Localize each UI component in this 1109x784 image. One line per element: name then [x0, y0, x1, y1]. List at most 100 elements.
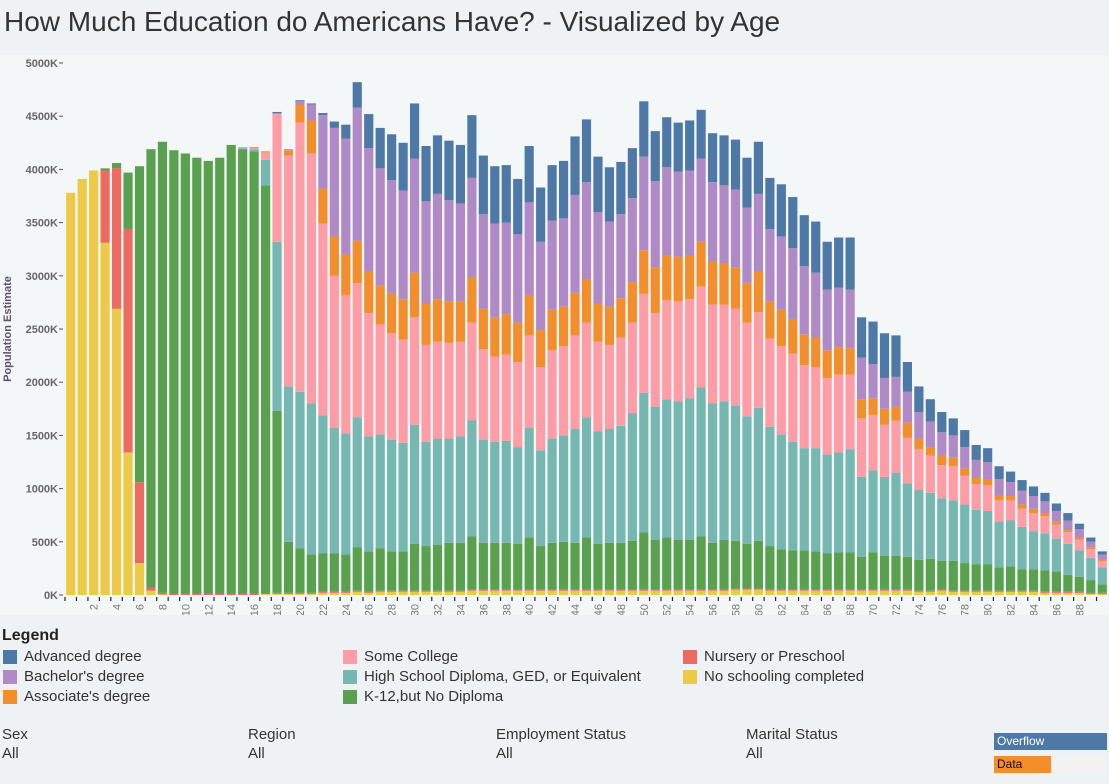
bar-segment	[662, 117, 672, 168]
bar-segment	[123, 452, 133, 595]
bar-segment	[547, 309, 557, 351]
filter-value[interactable]: All	[248, 745, 265, 762]
bar-segment	[192, 593, 202, 595]
legend-label: Some College	[364, 648, 459, 665]
bar-segment	[398, 442, 408, 552]
x-tick-label: 8	[157, 604, 169, 610]
bar-segment	[753, 193, 764, 272]
bar-segment	[650, 539, 660, 590]
bar-segment	[157, 592, 168, 595]
filter-value[interactable]: All	[746, 745, 763, 762]
bar-segment	[478, 308, 488, 350]
legend-item[interactable]: High School Diploma, GED, or Equivalent	[343, 668, 641, 685]
filter-region[interactable]: Region All	[248, 726, 296, 762]
bar-segment	[983, 564, 993, 591]
bar-segment	[914, 386, 924, 412]
bar-segment	[318, 591, 328, 593]
bar-segment	[742, 416, 752, 544]
filter-marital-status[interactable]: Marital Status All	[746, 726, 838, 762]
bar-segment	[341, 591, 351, 593]
bar-segment	[799, 215, 809, 267]
legend-item[interactable]: Associate's degree	[3, 688, 150, 705]
data-button[interactable]: Data	[994, 756, 1051, 773]
bar-segment	[604, 306, 615, 345]
legend-item[interactable]: No schooling completed	[683, 668, 864, 685]
bar-segment	[994, 567, 1004, 591]
bar-segment	[616, 589, 626, 591]
bar-segment	[742, 283, 752, 323]
bar-segment	[272, 111, 282, 113]
x-tick-label: 88	[1074, 604, 1086, 615]
filter-employment-status[interactable]: Employment Status All	[496, 726, 626, 762]
bar-segment	[524, 202, 534, 295]
bar-segment	[1063, 574, 1073, 592]
bar-segment	[639, 293, 649, 393]
bar-segment	[685, 398, 695, 540]
x-tick-label: 52	[662, 604, 674, 615]
filter-value[interactable]: All	[2, 745, 19, 762]
bar-segment	[341, 254, 351, 295]
legend-swatch	[3, 669, 17, 684]
bar-segment	[558, 306, 569, 347]
bar-segment	[1074, 529, 1084, 538]
bar-segment	[925, 455, 935, 493]
bar-segment	[444, 590, 454, 592]
bar-segment	[971, 590, 981, 592]
bar-segment	[937, 432, 947, 456]
bar-segment	[1051, 571, 1062, 592]
y-tick-label: 4000K	[26, 164, 58, 176]
bar-segment	[707, 304, 718, 404]
filter-sex[interactable]: Sex All	[2, 726, 28, 762]
bar-segment	[914, 591, 924, 595]
bar-segment	[375, 285, 385, 325]
legend-item[interactable]: Nursery or Preschool	[683, 648, 845, 665]
bar-segment	[444, 542, 454, 591]
filter-value[interactable]: All	[496, 745, 513, 762]
bar-segment	[421, 344, 431, 442]
bar-segment	[581, 278, 592, 323]
legend-item[interactable]: K-12,but No Diploma	[343, 688, 503, 705]
bar-segment	[1005, 590, 1016, 592]
bar-segment	[822, 289, 832, 351]
bar-segment	[272, 593, 282, 595]
bar-segment	[1063, 532, 1073, 544]
bar-segment	[478, 590, 488, 595]
bar-segment	[352, 591, 362, 595]
bar-segment	[1028, 590, 1039, 592]
bar-segment	[604, 167, 615, 222]
bar-segment	[1097, 560, 1107, 568]
legend-item[interactable]: Bachelor's degree	[3, 668, 144, 685]
legend-item[interactable]: Advanced degree	[3, 648, 142, 665]
bar-segment	[364, 114, 374, 149]
bar-segment	[295, 100, 305, 102]
bar-segment	[822, 377, 832, 455]
bar-segment	[100, 170, 110, 243]
bar-segment	[478, 439, 488, 543]
bar-segment	[937, 589, 947, 591]
bar-segment	[421, 591, 431, 595]
x-tick-label: 44	[570, 604, 582, 615]
bar-segment	[352, 240, 362, 284]
x-tick-label: 76	[937, 604, 949, 615]
bar-segment	[994, 590, 1004, 592]
bar-segment	[478, 589, 488, 591]
bar-segment	[1028, 486, 1039, 497]
x-tick-label: 74	[914, 604, 926, 615]
legend-item[interactable]: Some College	[343, 648, 458, 665]
bar-segment	[146, 587, 156, 591]
bar-segment	[547, 589, 557, 591]
bar-segment	[1086, 580, 1096, 593]
bar-segment	[547, 165, 557, 221]
bar-segment	[765, 301, 775, 339]
bar-segment	[753, 407, 764, 541]
bar-segment	[811, 367, 821, 449]
bar-segment	[960, 590, 970, 592]
bar-segment	[100, 168, 110, 171]
bar-segment	[444, 342, 454, 439]
bar-segment	[639, 156, 649, 251]
bar-segment	[134, 482, 145, 564]
overflow-button[interactable]: Overflow	[994, 733, 1107, 750]
x-tick-label: 82	[1006, 604, 1018, 615]
x-tick-label: 28	[387, 604, 399, 615]
bar-segment	[1074, 591, 1084, 593]
